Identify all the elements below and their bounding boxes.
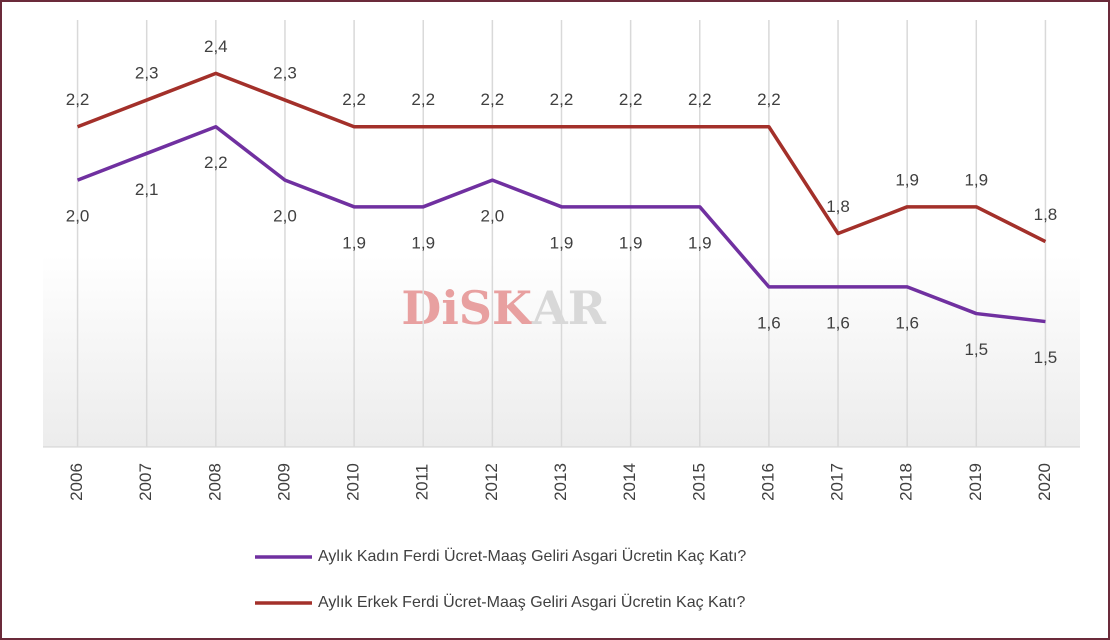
x-tick-label: 2006 (67, 463, 86, 501)
legend-label: Aylık Kadın Ferdi Ücret-Maaş Geliri Asga… (318, 547, 746, 565)
legend-label: Aylık Erkek Ferdi Ücret-Maaş Geliri Asga… (318, 593, 745, 611)
series-line (76, 71, 1047, 244)
x-tick-label: 2020 (1035, 463, 1054, 501)
data-label: 2,2 (757, 90, 781, 109)
watermark: DiSK (401, 281, 534, 335)
data-label: 1,9 (964, 170, 988, 189)
data-label: 2,2 (204, 153, 228, 172)
data-label: 1,6 (757, 313, 781, 332)
data-label: 2,2 (550, 90, 574, 109)
data-label: 2,1 (135, 180, 159, 199)
data-label: 2,2 (619, 90, 643, 109)
x-tick-label: 2018 (897, 463, 916, 501)
data-label: 1,6 (826, 313, 850, 332)
data-label: 1,5 (1034, 348, 1058, 367)
data-label: 2,0 (66, 207, 90, 226)
data-label: 2,2 (688, 90, 712, 109)
data-label: 1,9 (619, 233, 643, 252)
x-tick-label: 2008 (205, 463, 224, 501)
data-label: 1,6 (895, 313, 919, 332)
data-label: 2,0 (273, 207, 297, 226)
x-tick-label: 2016 (758, 463, 777, 501)
data-label: 1,9 (342, 233, 366, 252)
data-label: 1,5 (964, 340, 988, 359)
data-label: 1,9 (411, 233, 435, 252)
data-label: 2,2 (481, 90, 505, 109)
x-tick-label: 2012 (482, 463, 501, 501)
data-label: 1,8 (826, 197, 850, 216)
x-tick-label: 2017 (828, 463, 847, 501)
x-tick-label: 2010 (344, 463, 363, 501)
data-label: 1,8 (1034, 205, 1058, 224)
series-line (76, 125, 1046, 324)
watermark: AR (531, 281, 607, 335)
x-tick-label: 2013 (551, 463, 570, 501)
x-tick-label: 2015 (689, 463, 708, 501)
data-label: 2,2 (411, 90, 435, 109)
x-tick-label: 2014 (620, 463, 639, 501)
data-label: 1,9 (895, 170, 919, 189)
x-tick-label: 2019 (966, 463, 985, 501)
data-label: 2,0 (481, 207, 505, 226)
data-label: 1,9 (688, 233, 712, 252)
x-tick-label: 2011 (413, 464, 432, 501)
x-tick-label: 2009 (274, 463, 293, 501)
data-label: 2,4 (204, 37, 228, 56)
data-label: 2,2 (66, 90, 90, 109)
data-label: 2,2 (342, 90, 366, 109)
data-label: 2,3 (273, 64, 297, 83)
data-label: 2,3 (135, 64, 159, 83)
data-label: 1,9 (550, 233, 574, 252)
x-tick-label: 2007 (136, 463, 155, 501)
